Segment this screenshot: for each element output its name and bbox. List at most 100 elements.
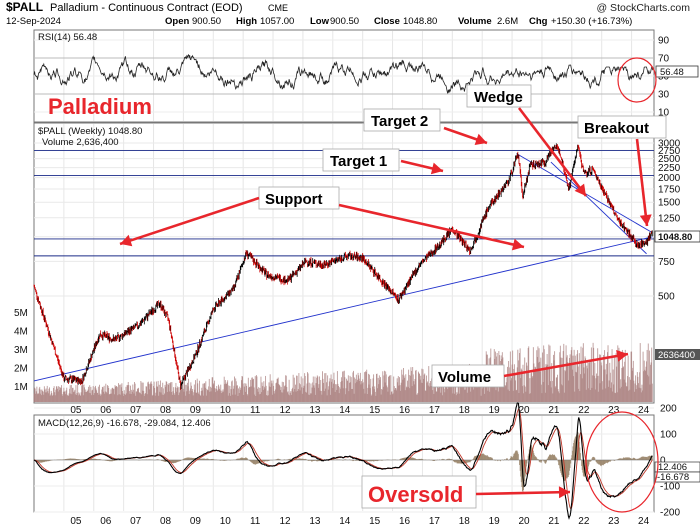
volume-tick-label: 5M: [14, 308, 28, 319]
x-tick-label: 15: [369, 405, 381, 416]
price-tick-label: 3000: [658, 139, 681, 150]
macd-circle: [585, 411, 659, 513]
x-tick-label: 21: [548, 516, 560, 527]
x-tick-label: 21: [548, 405, 560, 416]
x-tick-label: 17: [429, 405, 441, 416]
macd-tag1: 12.406: [658, 462, 687, 473]
x-tick-label: 22: [578, 405, 590, 416]
x-tick-label: 08: [160, 516, 172, 527]
x-axis-labels-price: 05 06 07 08 09 10 11 12 13 14 15 16 17 18 19 20 21 22 23 24: [70, 405, 649, 416]
oversold-arrow: [475, 490, 571, 496]
x-tick-label: 23: [608, 405, 620, 416]
open-label: Open: [165, 16, 189, 27]
wedge-arrow: [517, 107, 588, 197]
price-tick-label: 2000: [658, 173, 681, 184]
support-arrow-left: [119, 196, 260, 246]
rsi-line: [33, 53, 653, 94]
price-last-tag-box: [654, 230, 700, 243]
price-tick-label: 2750: [658, 146, 681, 157]
x-tick-label: 05: [70, 516, 82, 527]
chg-value: +150.30 (+16.73%): [551, 16, 632, 27]
x-tick-label: 14: [339, 516, 351, 527]
rsi-line: [33, 53, 653, 94]
callout-target2-text: Target 2: [371, 113, 428, 130]
callout-breakout-box: [577, 115, 667, 139]
callout-support-text: Support: [265, 191, 323, 208]
exchange-label: CME: [268, 3, 288, 13]
x-tick-label: 06: [100, 516, 112, 527]
x-tick-label: 14: [339, 405, 351, 416]
high-value: 1057.00: [260, 16, 294, 27]
close-value: 1048.80: [403, 16, 437, 27]
price-tick-label: 2250: [658, 163, 681, 174]
wedge-arrow-head: [574, 183, 586, 196]
rsi-value-tag-box: [655, 65, 699, 78]
symbol-title: $PALL: [6, 0, 43, 14]
callout-volume-text: Volume: [438, 369, 491, 386]
rsi-tick-label: 30: [658, 90, 670, 101]
volume-axis: 5M 4M 3M 2M 1M: [14, 308, 28, 393]
date-label: 12-Sep-2024: [6, 16, 61, 27]
open-value: 900.50: [192, 16, 221, 27]
x-tick-label: 12: [279, 516, 291, 527]
macd-axis: 200 100 0 -100 -200: [660, 404, 680, 519]
target1-arrow-head: [430, 162, 443, 175]
callout-target1-box: [322, 148, 400, 172]
volume-tag-box: [655, 349, 700, 360]
chg-label: Chg: [529, 16, 548, 27]
support-arrow-right-head: [511, 238, 524, 251]
rsi-legend: RSI(14) 56.48: [38, 32, 97, 43]
macd-tick-label: -200: [660, 508, 680, 519]
breakout-arrow: [635, 138, 649, 227]
x-tick-label: 12: [279, 405, 291, 416]
volume-tag: 2636400: [658, 350, 695, 361]
x-tick-label: 15: [369, 516, 381, 527]
macd-tick-label: 0: [660, 456, 666, 467]
x-tick-label: 07: [130, 516, 142, 527]
macd-panel: [33, 414, 655, 513]
x-tick-label: 09: [190, 405, 202, 416]
price-tick-label: 1750: [658, 185, 681, 196]
callout-breakout-text: Breakout: [584, 120, 649, 137]
support-arrow-right: [338, 203, 525, 249]
callout-volume: Volume: [431, 364, 505, 388]
x-tick-label: 08: [160, 405, 172, 416]
x-tick-label: 16: [399, 516, 411, 527]
x-tick-label: 20: [519, 516, 531, 527]
price-bars: [33, 143, 653, 391]
macd-tick-label: 200: [660, 404, 677, 415]
x-tick-label: 13: [309, 405, 321, 416]
callout-wedge-text: Wedge: [474, 89, 523, 106]
x-axis-labels-macd: 05 06 07 08 09 10 11 12 13 14 15 16 17 18 19 20 21 22 23 24: [70, 516, 649, 527]
x-tick-label: 11: [250, 405, 261, 416]
breakout-arrow-head: [639, 214, 652, 226]
x-tick-label: 22: [578, 516, 590, 527]
callout-oversold-text: Oversold: [368, 482, 463, 507]
x-tick-label: 10: [220, 516, 232, 527]
header-bg: [0, 0, 700, 28]
oversold-arrow-head: [558, 486, 570, 499]
low-label: Low: [310, 16, 330, 27]
callout-oversold-box: [361, 475, 477, 509]
instrument-name: Palladium - Continuous Contract (EOD): [50, 2, 243, 14]
volume-label: Volume: [458, 16, 492, 27]
callout-support: Support: [258, 186, 340, 210]
x-tick-label: 10: [220, 405, 232, 416]
price-legend: $PALL (Weekly) 1048.80: [38, 126, 142, 137]
callout-target1-text: Target 1: [330, 153, 387, 170]
callout-wedge-box: [466, 84, 532, 108]
annotation-arrows: [119, 107, 652, 499]
price-last-tag: 1048.80: [658, 232, 692, 243]
rsi-tick-label: 10: [658, 108, 670, 119]
x-tick-label: 20: [519, 405, 531, 416]
price-tick-label: 1250: [658, 213, 681, 224]
callout-wedge: Wedge: [466, 84, 532, 108]
target2-arrow-head: [474, 133, 487, 145]
palladium-title: Palladium: [48, 94, 152, 119]
support-arrow-left-head: [120, 234, 133, 247]
ohlc-strip: Open 900.50 High 1057.00 Low 900.50 Clos…: [165, 16, 632, 27]
rsi-tick-label: 70: [658, 54, 670, 65]
x-tick-label: 23: [608, 516, 620, 527]
macd-tag2: -16.678: [657, 472, 689, 483]
